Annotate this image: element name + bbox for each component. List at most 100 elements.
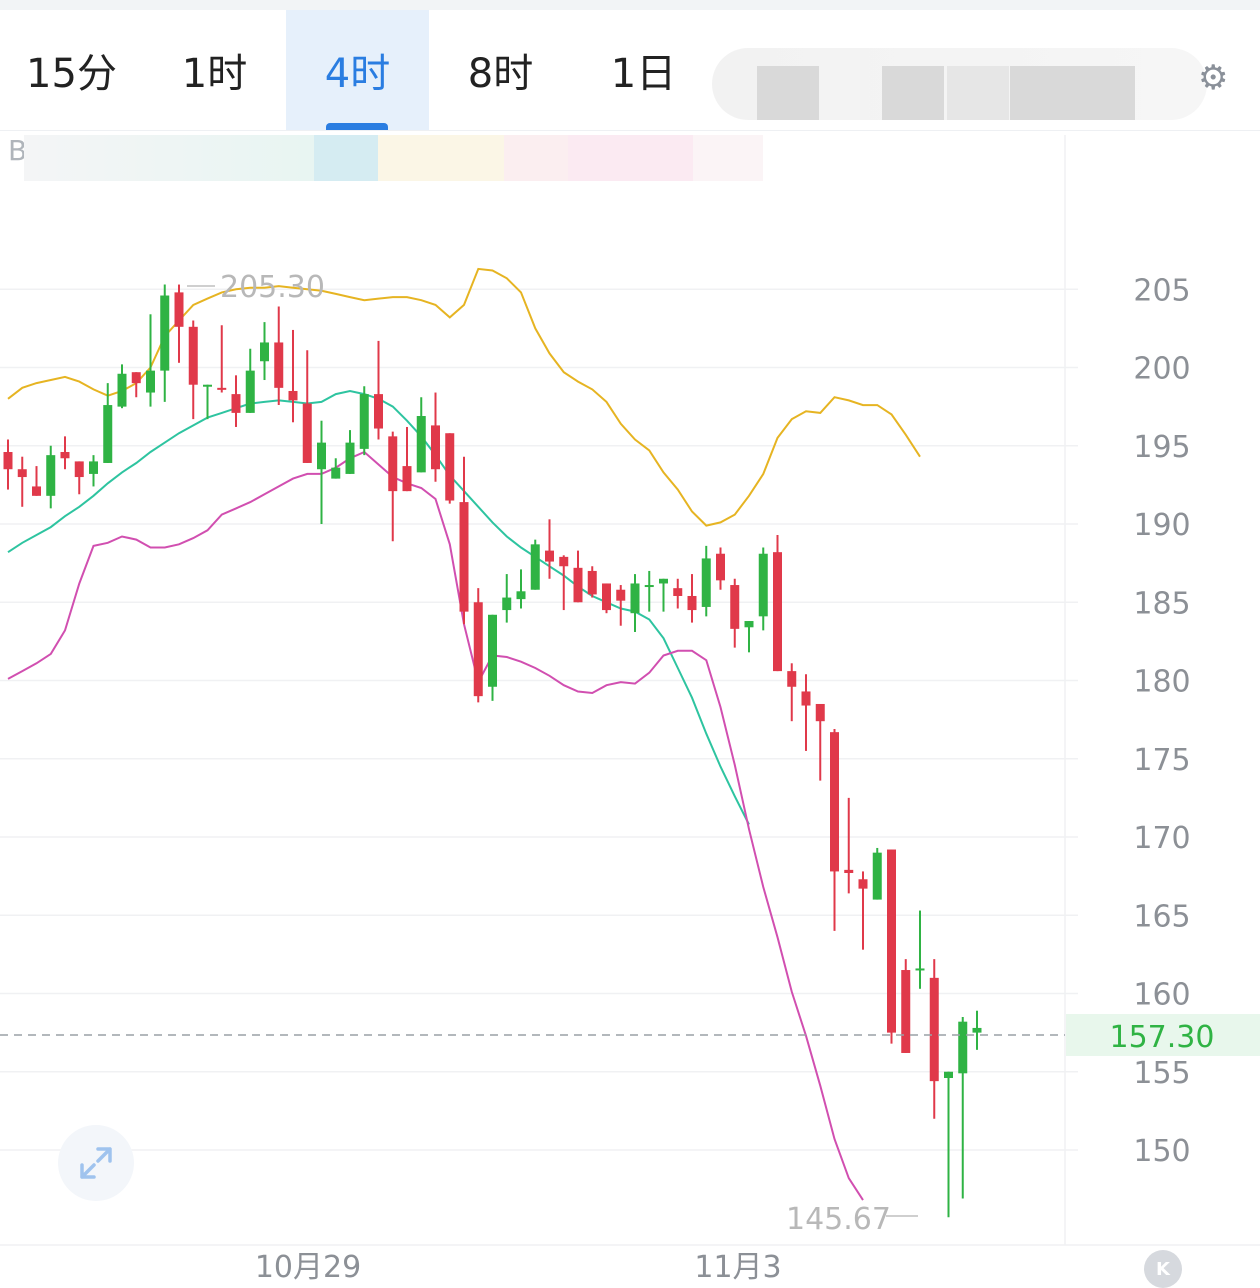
candle-body bbox=[687, 595, 697, 611]
candle bbox=[302, 350, 312, 463]
candle bbox=[602, 583, 611, 614]
candle bbox=[915, 910, 925, 989]
x-tick-label: 10月29 bbox=[255, 1250, 361, 1283]
candle bbox=[174, 284, 184, 363]
tab-15m-label: 15分 bbox=[26, 51, 117, 97]
tab-1d[interactable]: 1日 bbox=[572, 10, 715, 130]
low-annotation: 145.67 bbox=[786, 1202, 891, 1237]
candle-body bbox=[887, 849, 896, 1033]
candle bbox=[815, 703, 825, 781]
candle bbox=[516, 569, 526, 609]
candle-body bbox=[388, 436, 398, 492]
candle bbox=[46, 445, 56, 509]
tab-1h[interactable]: 1时 bbox=[143, 10, 286, 130]
candle bbox=[659, 578, 668, 612]
candle-body bbox=[773, 552, 782, 672]
candle bbox=[103, 383, 113, 463]
candle bbox=[773, 534, 782, 672]
candle-body bbox=[815, 703, 825, 722]
y-tick-label: 195 bbox=[1133, 430, 1190, 465]
candle-body bbox=[901, 970, 911, 1053]
tab-4h-label: 4时 bbox=[324, 51, 391, 97]
candle bbox=[545, 519, 554, 579]
y-axis: 150 155 160 165 170 175 180 185 190 195 200 205 bbox=[1133, 273, 1190, 1169]
bollinger-bands bbox=[7, 267, 921, 1201]
candle-body bbox=[3, 452, 13, 470]
active-tab-indicator bbox=[326, 123, 388, 130]
candle-body bbox=[616, 589, 626, 601]
candle-body bbox=[830, 732, 839, 872]
candle bbox=[260, 322, 269, 381]
candle bbox=[630, 574, 640, 632]
candle bbox=[744, 621, 754, 653]
y-tick-label: 180 bbox=[1133, 665, 1190, 700]
candle bbox=[502, 574, 512, 623]
timeframe-tabs: 15分 1时 4时 8时 1日 ⚙ bbox=[0, 10, 1260, 131]
candle-body bbox=[673, 588, 683, 596]
candle-body bbox=[858, 879, 868, 889]
candle-body bbox=[32, 486, 41, 496]
tab-8h[interactable]: 8时 bbox=[429, 10, 572, 130]
candle bbox=[787, 663, 797, 722]
candle-body bbox=[801, 691, 811, 706]
candle-body bbox=[302, 403, 312, 463]
candle-body bbox=[872, 852, 882, 900]
candle-body bbox=[844, 869, 854, 873]
tab-8h-label: 8时 bbox=[467, 51, 534, 97]
candle-body bbox=[17, 469, 27, 478]
candle bbox=[488, 614, 497, 701]
candle-body bbox=[530, 544, 540, 590]
tab-1d-label: 1日 bbox=[610, 51, 677, 97]
candle-body bbox=[758, 553, 768, 617]
candle bbox=[673, 578, 683, 609]
candle bbox=[944, 1071, 953, 1218]
candle bbox=[858, 871, 868, 950]
candle-body bbox=[573, 567, 583, 603]
candle bbox=[445, 433, 455, 504]
candle-body bbox=[659, 578, 668, 584]
candle-body bbox=[203, 384, 212, 387]
gear-icon[interactable]: ⚙ bbox=[1198, 58, 1229, 98]
y-tick-label: 170 bbox=[1133, 821, 1190, 856]
candle bbox=[844, 797, 854, 894]
blurred-more-tabs[interactable] bbox=[712, 48, 1207, 120]
candle bbox=[830, 729, 839, 931]
candle bbox=[616, 585, 626, 626]
candle bbox=[758, 547, 768, 631]
candle bbox=[416, 397, 426, 473]
x-axis: 10月29 11月3 bbox=[255, 1250, 782, 1283]
candle bbox=[431, 392, 440, 482]
candle bbox=[160, 284, 170, 402]
candle bbox=[217, 325, 227, 393]
candle-body bbox=[89, 461, 98, 474]
candle-body bbox=[402, 466, 412, 492]
candle-body bbox=[188, 326, 198, 385]
candle bbox=[730, 578, 740, 648]
candle bbox=[530, 539, 540, 590]
y-tick-label: 175 bbox=[1133, 743, 1190, 778]
k-icon[interactable]: K bbox=[1144, 1250, 1182, 1288]
tab-15m[interactable]: 15分 bbox=[0, 10, 143, 130]
y-tick-label: 150 bbox=[1133, 1134, 1190, 1169]
candle-body bbox=[716, 553, 725, 581]
candle bbox=[687, 574, 697, 623]
candle-body bbox=[131, 372, 141, 384]
y-tick-label: 200 bbox=[1133, 352, 1190, 387]
candle-body bbox=[146, 370, 155, 393]
candle-body bbox=[701, 558, 711, 607]
current-price-tag bbox=[1066, 1014, 1260, 1056]
candle bbox=[231, 375, 241, 427]
candle-body bbox=[929, 977, 939, 1082]
candle-body bbox=[431, 425, 440, 470]
candle bbox=[188, 320, 198, 420]
candle-body bbox=[545, 550, 554, 562]
expand-arrows-icon[interactable] bbox=[58, 1125, 134, 1201]
candle bbox=[274, 306, 284, 406]
tab-4h[interactable]: 4时 bbox=[286, 10, 429, 130]
candle bbox=[972, 1010, 982, 1050]
candle bbox=[117, 364, 127, 409]
lower-band-line bbox=[7, 450, 864, 1201]
candle bbox=[402, 426, 412, 492]
candle-body bbox=[915, 968, 925, 971]
